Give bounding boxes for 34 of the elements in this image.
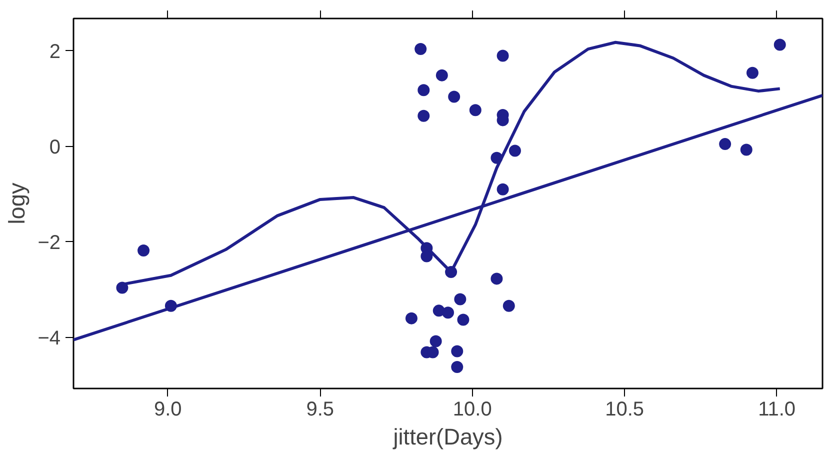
point (418, 110, 430, 122)
point (451, 345, 464, 358)
y-tick-label: 0 (49, 136, 60, 158)
x-tick-label: 9.5 (306, 398, 334, 420)
x-axis-title: jitter(Days) (392, 424, 503, 450)
y-tick-label: −2 (38, 232, 61, 254)
point (496, 50, 509, 62)
point (457, 314, 470, 326)
y-tick-label: −4 (38, 327, 61, 350)
point (430, 335, 442, 348)
point (774, 38, 786, 51)
point (496, 183, 509, 196)
point (469, 104, 482, 116)
point (451, 361, 464, 374)
y-axis-title: logy (4, 182, 30, 224)
point (442, 306, 454, 319)
point (490, 272, 503, 285)
point (740, 144, 752, 156)
point (138, 244, 150, 257)
x-tick-label: 11.0 (758, 398, 796, 420)
point (719, 138, 732, 150)
point (405, 312, 418, 324)
x-tick-label: 10.0 (452, 398, 492, 420)
y-tick-label: 2 (49, 40, 60, 63)
x-tick-label: 10.5 (605, 398, 644, 420)
x-tick-label: 9.0 (154, 398, 182, 420)
point (502, 300, 515, 312)
point (448, 90, 460, 103)
point (746, 66, 758, 79)
point (418, 84, 430, 96)
point (436, 69, 448, 82)
point (508, 144, 521, 157)
point (454, 293, 466, 306)
point (414, 43, 427, 56)
